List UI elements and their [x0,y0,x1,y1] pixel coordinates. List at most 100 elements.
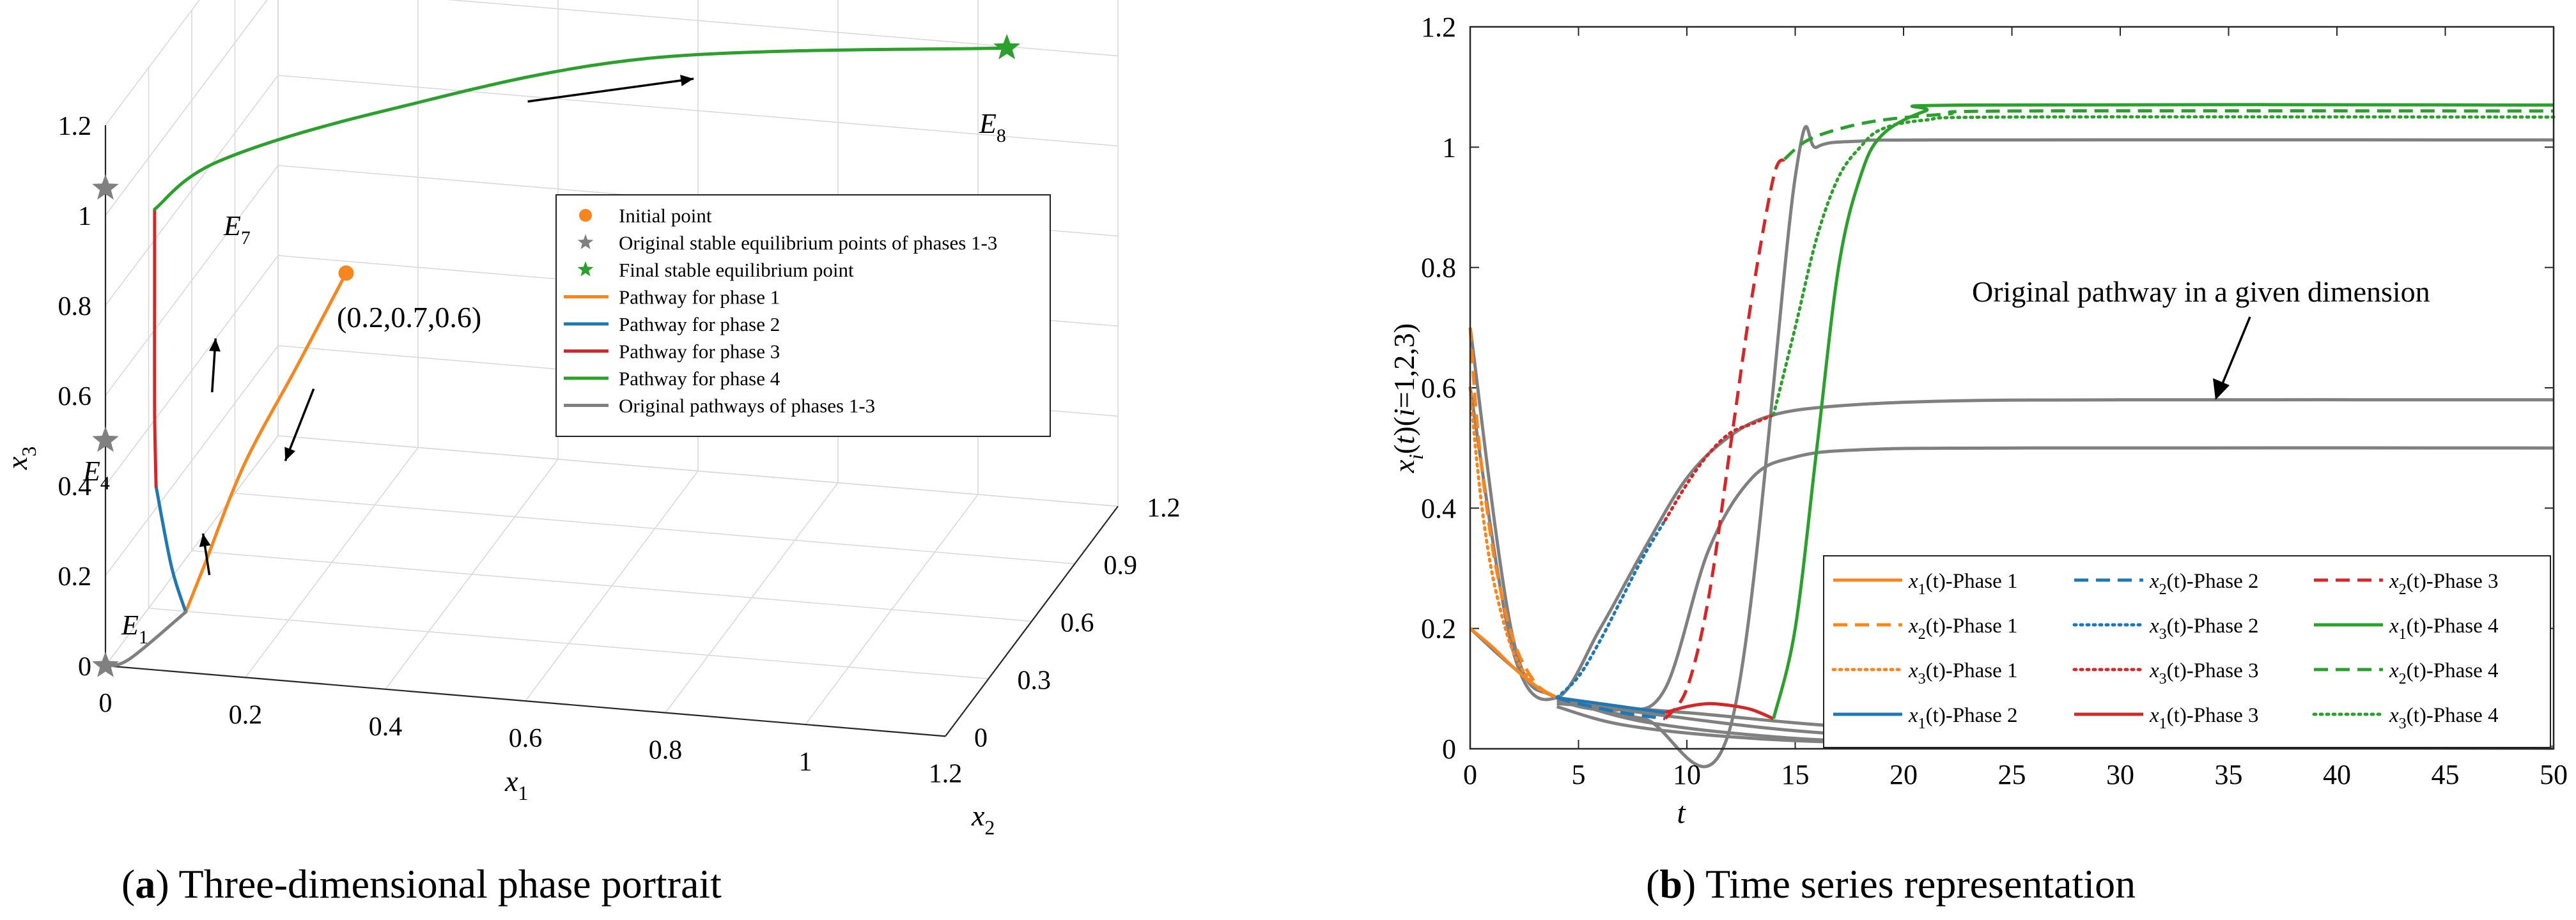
a-x-axis-label: x1 [504,765,528,804]
a-x-tick-label: 0.8 [649,736,683,765]
b-x-tick-label: 20 [1889,759,1918,790]
b-x-tick-label: 10 [1673,759,1701,790]
b-legend-item: x1(t)-Phase 2 [1833,704,2018,732]
b-series-x2-t-phase-2 [1556,696,1666,721]
a-legend-item: Original pathways of phases 1-3 [564,395,875,417]
b-legend-item: x1(t)-Phase 4 [2314,615,2499,643]
a-legend-item: Original stable equilibrium points of ph… [577,232,997,254]
b-legend-item: x1(t)-Phase 1 [1833,570,2018,598]
b-x-axis-label: t [1677,796,1686,830]
a-z-tick-label: 0.2 [58,562,92,592]
a-direction-arrowhead [208,338,221,352]
b-legend-item: x1(t)-Phase 3 [2074,704,2259,732]
b-y-tick-label: 1 [1442,132,1456,163]
a-y-tick-label: 0.3 [1018,666,1051,695]
b-x-tick-label: 0 [1463,759,1477,790]
b-legend-label: x2(t)-Phase 4 [2389,659,2499,687]
a-pathway-pathway-for-phase-3 [153,208,158,489]
b-legend-label: x3(t)-Phase 4 [2389,704,2499,732]
a-grid-line [148,608,989,680]
b-legend-label: x2(t)-Phase 3 [2389,570,2499,598]
a-x-tick-label: 0.6 [509,724,543,753]
a-direction-arrowhead [199,533,211,548]
a-z-tick-label: 0.4 [58,472,92,502]
a-legend-dot-symbol [579,209,592,222]
b-series-x2-t-phase-3 [1664,158,1786,720]
b-x-tick-label: 5 [1572,759,1586,790]
b-legend-label: x3(t)-Phase 2 [2149,615,2259,643]
a-y-tick-label: 0.9 [1104,551,1138,580]
b-y-tick-label: 0 [1442,733,1456,765]
a-grid-line [277,435,1119,507]
b-series-x3-t-phase-3 [1663,413,1776,522]
a-grid-line [105,345,279,576]
b-y-axis-label: xi(t)(i=1,2,3) [1388,323,1427,473]
a-z-tick-label: 1 [78,202,91,231]
b-x-tick-label: 25 [1998,759,2026,790]
b-legend-item: x2(t)-Phase 3 [2314,570,2499,598]
b-legend-label: x1(t)-Phase 1 [1908,570,2018,598]
a-axis-line [945,505,1119,737]
a-legend-label: Pathway for phase 4 [619,367,780,390]
b-y-tick-label: 0.2 [1421,613,1456,645]
a-equilibrium-e1 [92,652,119,677]
a-axis-line [105,664,946,737]
b-legend-label: x3(t)-Phase 3 [2149,659,2259,687]
a-pathway-pathway-for-phase-4 [153,46,1009,211]
a-legend-item: Pathway for phase 2 [564,313,780,335]
b-legend-item: x3(t)-Phase 3 [2072,659,2259,687]
a-grid-line [447,0,1119,57]
a-legend-label: Final stable equilibrium point [619,259,854,281]
b-legend-item: x2(t)-Phase 1 [1833,615,2018,643]
a-legend-label: Original stable equilibrium points of ph… [619,232,997,254]
a-legend-item: Final stable equilibrium point [577,259,854,281]
a-x-tick-label: 1 [799,747,812,777]
a-z-tick-label: 0 [78,652,91,682]
a-legend-item: Initial point [579,204,712,227]
a-y-tick-label: 0 [974,723,988,753]
caption-b: (b) Time series representation [1646,861,2136,907]
panel-a-pathways [92,34,1021,677]
a-legend-label: Original pathways of phases 1-3 [619,395,875,417]
panel-b-legend: x1(t)-Phase 1 x2(t)-Phase 1 x3(t)-Phase 1 x… [1823,555,2551,748]
b-legend-label: x1(t)-Phase 3 [2149,704,2259,732]
b-legend-label: x2(t)-Phase 1 [1908,615,2018,643]
b-series-x3-t-phase-4 [1772,115,2556,417]
b-legend-box [1823,555,2551,748]
a-y-axis-label: x2 [971,799,995,839]
a-x-tick-label: 0 [99,689,113,718]
a-grid-line [105,75,279,306]
panel-a-tick-labels: 0 0.2 0.4 0.6 0.8 1 1.2 0 0.3 0.6 0.9 1.2 0 0.2 0.4 0.6… [58,112,1181,788]
a-legend-star-symbol [577,261,594,277]
b-tick-labels: 0 5 10 15 20 25 30 35 40 45 50 0 0.2 0.4 0.6 0.8 1 1.2 [1421,12,2568,790]
a-z-axis-label: x3 [1,447,40,470]
a-z-tick-label: 0.8 [58,292,92,321]
b-legend-label: x2(t)-Phase 2 [2149,570,2259,598]
a-grid-line [105,0,268,216]
a-equilibrium-e8 [993,34,1021,59]
a-direction-arrowhead [284,447,296,461]
initial-point-label: (0.2,0.7,0.6) [337,301,481,334]
a-legend-label: Pathway for phase 1 [619,286,780,309]
panel-a-legend: Initial point Original stable equilibrium… [555,194,1051,437]
b-legend-item: x3(t)-Phase 2 [2072,615,2259,643]
b-series-x2-t-phase-1 [1468,327,1558,700]
b-legend-label: x1(t)-Phase 4 [2389,615,2499,643]
b-x-tick-label: 40 [2323,759,2351,790]
a-legend-label: Pathway for phase 2 [619,313,780,335]
b-x-tick-label: 35 [2215,759,2243,790]
a-pathway-pathway-for-phase-2 [154,485,188,614]
a-legend-item: Pathway for phase 1 [564,286,780,309]
b-axes-frame [1469,26,2555,750]
panel-a-3d-phase-portrait: 0 0.2 0.4 0.6 0.8 1 1.2 0 0.3 0.6 0.9 1.2 0 0.2 0.4 0.6… [1,0,1181,907]
a-direction-arrow [527,77,694,103]
b-x-tick-label: 45 [2432,759,2460,790]
a-x-tick-label: 1.2 [929,759,963,788]
a-grid-line [105,165,279,396]
a-grid-line [235,493,1075,565]
a-y-tick-label: 1.2 [1147,493,1181,523]
b-series-original-x3-pathway [1468,387,2554,702]
a-direction-arrow [284,388,315,462]
b-y-tick-label: 0.8 [1421,252,1456,284]
